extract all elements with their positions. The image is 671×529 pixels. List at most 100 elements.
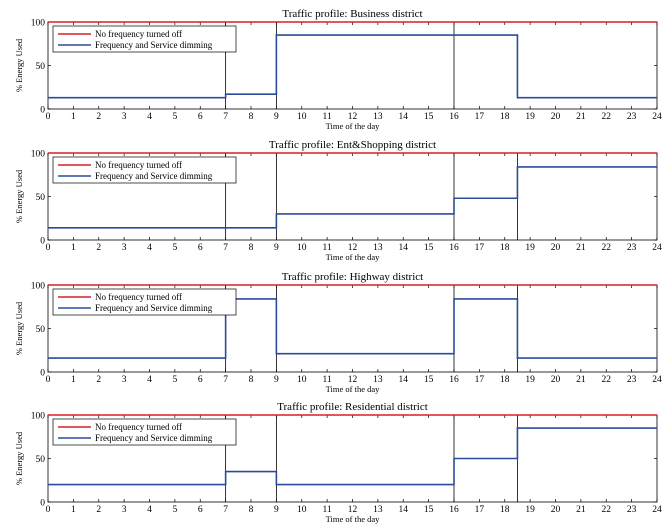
x-tick-label: 24 [652,243,662,253]
x-tick-label: 24 [652,505,662,515]
x-tick-label: 10 [297,375,307,385]
x-tick-label: 11 [323,112,332,122]
x-axis-label: Time of the day [326,252,381,262]
legend-label: Frequency and Service dimming [95,303,213,313]
x-tick-label: 4 [147,112,152,122]
x-tick-label: 10 [297,112,307,122]
x-tick-label: 14 [399,112,409,122]
y-tick-label: 50 [36,193,46,203]
x-tick-label: 18 [500,375,510,385]
x-tick-label: 6 [198,243,203,253]
chart-panel: Traffic profile: Ent&Shopping district 0 1… [14,139,662,262]
x-tick-label: 19 [525,112,535,122]
legend-box [52,156,237,184]
legend-label: Frequency and Service dimming [95,433,213,443]
x-tick-label: 7 [223,112,228,122]
legend-label: Frequency and Service dimming [95,40,213,50]
legend-box [52,25,237,53]
x-tick-label: 9 [274,243,279,253]
x-tick-label: 0 [46,375,51,385]
x-tick-label: 9 [274,505,279,515]
x-tick-label: 22 [602,112,612,122]
x-tick-label: 23 [627,112,637,122]
chart-title: Traffic profile: Highway district [282,271,423,283]
x-tick-label: 1 [71,112,76,122]
x-tick-label: 9 [274,112,279,122]
x-tick-label: 8 [249,505,254,515]
legend-label: Frequency and Service dimming [95,171,213,181]
x-tick-label: 6 [198,112,203,122]
y-tick-label: 0 [40,106,45,116]
y-axis-label: % Energy Used [14,38,24,92]
x-tick-label: 17 [475,243,485,253]
x-tick-label: 15 [424,505,434,515]
y-axis-label: % Energy Used [14,301,24,355]
x-tick-label: 13 [373,243,383,253]
x-tick-label: 4 [147,375,152,385]
x-tick-label: 15 [424,375,434,385]
x-tick-label: 15 [424,112,434,122]
x-tick-label: 22 [602,243,612,253]
x-tick-label: 6 [198,375,203,385]
series-line-frequency-service-dimming [48,298,657,359]
x-tick-label: 3 [122,112,127,122]
y-tick-label: 100 [31,412,46,422]
x-tick-label: 3 [122,243,127,253]
x-tick-label: 16 [449,243,459,253]
x-tick-label: 5 [173,243,178,253]
x-tick-label: 19 [525,243,535,253]
x-tick-label: 2 [96,243,101,253]
x-tick-label: 18 [500,505,510,515]
y-tick-label: 0 [40,499,45,509]
x-tick-label: 2 [96,505,101,515]
x-tick-label: 4 [147,243,152,253]
legend-box [52,418,237,446]
x-tick-label: 0 [46,243,51,253]
x-tick-label: 9 [274,375,279,385]
x-tick-label: 14 [399,243,409,253]
x-tick-label: 21 [576,505,586,515]
x-tick-label: 11 [323,375,332,385]
x-tick-label: 17 [475,112,485,122]
x-tick-label: 12 [348,375,358,385]
series-line-frequency-service-dimming [48,427,657,486]
x-tick-label: 17 [475,375,485,385]
x-tick-label: 24 [652,375,662,385]
x-tick-label: 12 [348,505,358,515]
y-axis-label: % Energy Used [14,431,24,485]
x-tick-label: 2 [96,375,101,385]
y-tick-label: 50 [36,62,46,72]
x-tick-label: 5 [173,112,178,122]
y-axis-label: % Energy Used [14,169,24,223]
x-tick-label: 21 [576,375,586,385]
legend-label: No frequency turned off [95,292,182,302]
chart-title: Traffic profile: Residential district [277,401,428,413]
x-axis-label: Time of the day [326,384,381,394]
x-tick-label: 19 [525,505,535,515]
x-tick-label: 20 [551,375,561,385]
x-tick-label: 8 [249,375,254,385]
x-tick-label: 6 [198,505,203,515]
x-tick-label: 20 [551,112,561,122]
chart-title: Traffic profile: Business district [282,8,422,20]
x-tick-label: 1 [71,505,76,515]
x-tick-label: 13 [373,505,383,515]
x-tick-label: 10 [297,243,307,253]
x-tick-label: 16 [449,505,459,515]
x-tick-label: 0 [46,112,51,122]
x-tick-label: 3 [122,505,127,515]
series-line-frequency-service-dimming [48,34,657,99]
x-tick-label: 8 [249,112,254,122]
x-tick-label: 14 [399,505,409,515]
y-tick-label: 0 [40,369,45,379]
legend-box [52,288,237,316]
series-line-frequency-service-dimming [48,166,657,229]
x-tick-label: 13 [373,112,383,122]
y-tick-label: 50 [36,325,46,335]
x-tick-label: 7 [223,505,228,515]
x-tick-label: 10 [297,505,307,515]
x-axis-label: Time of the day [326,514,381,524]
x-tick-label: 11 [323,505,332,515]
